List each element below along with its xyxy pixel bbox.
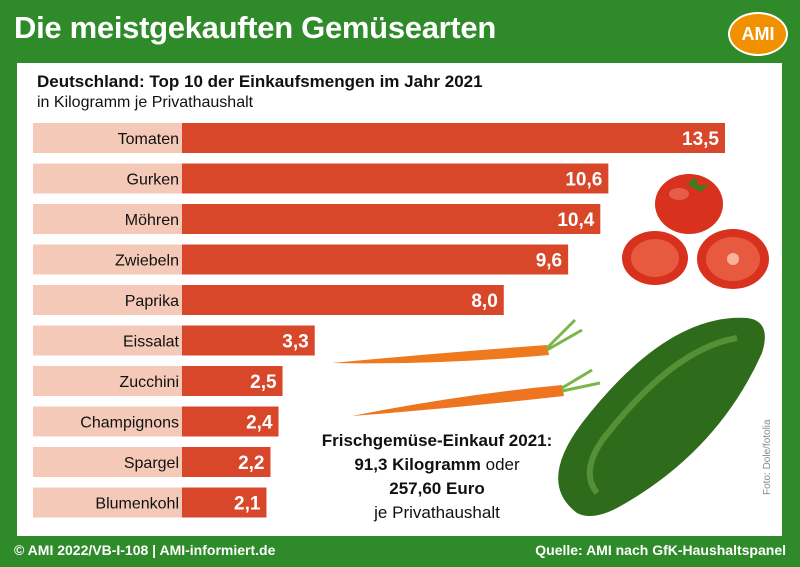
summary-per-household: je Privathaushalt (374, 503, 500, 522)
bar (182, 244, 569, 275)
chart-panel: Deutschland: Top 10 der Einkaufsmengen i… (17, 63, 782, 536)
summary-euro: 257,60 Euro (389, 479, 485, 498)
tomato-image (622, 174, 769, 289)
category-label: Zwiebeln (115, 253, 179, 270)
category-label-bg (33, 204, 183, 234)
category-label-bg (33, 163, 183, 194)
category-label: Spargel (124, 455, 179, 472)
vegetable-illustrations (332, 174, 769, 517)
value-label: 10,4 (557, 210, 594, 231)
category-label-bg (33, 123, 183, 153)
category-label: Eissalat (123, 334, 180, 351)
category-label-bg (33, 487, 183, 518)
category-label-bg (33, 285, 183, 315)
cucumber-image (558, 317, 765, 517)
page-title: Die meistgekauften Gemüsearten (14, 10, 497, 45)
bar (182, 325, 315, 356)
category-label-bg (33, 325, 183, 356)
ami-logo: AMI (728, 12, 788, 56)
category-label-bg (33, 366, 183, 396)
bar (182, 406, 279, 437)
bar (182, 366, 283, 396)
value-label: 3,3 (282, 332, 308, 353)
bar-chart: Tomaten 13,5 Gurken 10,6 Möhren 10,4 Zwiebeln 9… (33, 123, 725, 518)
category-label: Tomaten (118, 131, 179, 148)
summary-box: Frischgemüse-Einkauf 2021: 91,3 Kilogram… (297, 429, 577, 525)
category-label: Blumenkohl (95, 496, 179, 513)
value-label: 2,4 (246, 413, 273, 434)
footer-copyright: © AMI 2022/VB-I-108 | AMI-informiert.de (14, 542, 276, 558)
category-label-bg (33, 447, 183, 477)
summary-line1: Frischgemüse-Einkauf 2021: (321, 431, 553, 450)
category-label: Paprika (125, 293, 179, 310)
bar (182, 163, 609, 194)
category-label-bg (33, 406, 183, 437)
value-label: 9,6 (536, 251, 562, 272)
value-label: 2,2 (238, 453, 264, 474)
value-label: 13,5 (682, 129, 719, 150)
bar (182, 447, 271, 477)
footer-source: Quelle: AMI nach GfK-Haushaltspanel (535, 542, 786, 558)
summary-or: oder (480, 455, 520, 474)
chart-title: Deutschland: Top 10 der Einkaufsmengen i… (37, 72, 483, 91)
category-label: Zucchini (119, 374, 179, 391)
value-label: 2,1 (234, 494, 261, 515)
category-label-bg (33, 244, 183, 275)
value-label: 2,5 (250, 372, 277, 393)
chart-unit: in Kilogramm je Privathaushalt (37, 94, 254, 111)
value-label: 10,6 (565, 170, 602, 191)
category-label: Champignons (80, 415, 179, 432)
bar (182, 285, 504, 315)
carrot-image (332, 318, 601, 416)
photo-credit: Foto: Dole/fotolia (762, 419, 773, 495)
bar (182, 204, 601, 234)
bar (182, 123, 725, 153)
bar (182, 487, 267, 518)
category-label: Gurken (127, 172, 179, 189)
value-label: 8,0 (471, 291, 497, 312)
category-label: Möhren (125, 212, 179, 229)
summary-amount: 91,3 Kilogramm (354, 455, 481, 474)
